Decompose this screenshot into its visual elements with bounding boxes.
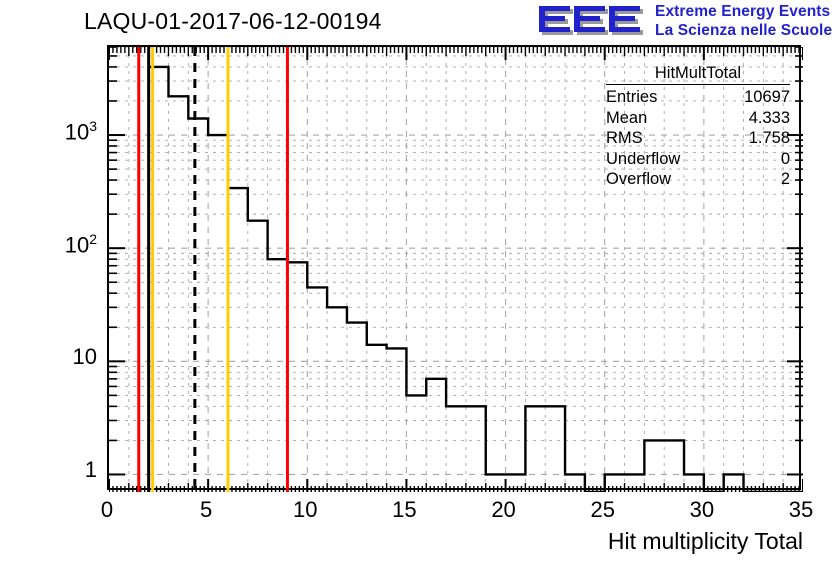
histogram-canvas [109,47,803,492]
stats-row: Overflow 2 [600,169,796,190]
x-tick-label: 20 [491,497,516,522]
x-tick-label: 30 [689,497,715,522]
stats-row-value: 4.333 [748,108,790,127]
stats-row: Entries 10697 [600,87,796,108]
eee-logo-line1: Extreme Energy Events [655,3,831,20]
eee-logo-text: Extreme Energy Events La Scienza nelle S… [655,2,832,40]
eee-logo: Extreme Energy Events La Scienza nelle S… [537,2,833,42]
page-title: LAQU-01-2017-06-12-00194 [84,8,382,34]
stats-row-key: Overflow [606,170,672,188]
stats-rows: Entries 10697 Mean 4.333 RMS 1.758 Underflow 0 O… [600,87,796,190]
y-tick-label: 10 [72,344,97,370]
y-tick-label: 1 [84,457,97,483]
stats-row-value: 0 [780,149,790,168]
stats-box-title: HitMultTotal [606,64,790,85]
stats-row-value: 1.758 [748,129,790,147]
marker-lines [137,47,289,492]
x-tick-label: 25 [590,497,615,522]
stats-box: HitMultTotal Entries 10697 Mean 4.333 RMS 1.7… [600,64,796,190]
stats-row: Mean 4.333 [600,108,796,129]
stats-row: Underflow 0 [600,149,796,170]
x-tick-label: 0 [100,497,114,522]
stats-row-value: 2 [780,170,790,188]
y-tick-label: 102 [64,231,97,258]
eee-logo-line2: La Scienza nelle Scuole [655,22,833,39]
histogram-svg [109,47,803,492]
stats-row-value: 10697 [744,88,790,106]
x-axis-title: Hit multiplicity Total [607,528,803,554]
x-tick-label: 10 [293,497,318,522]
stats-row: RMS 1.758 [600,128,796,149]
eee-logo-mark [539,6,643,35]
x-tick-label: 5 [200,497,213,522]
y-tick-label: 103 [64,118,97,145]
x-tick-label: 35 [788,497,814,522]
histogram-outline [147,65,803,492]
axis-ticks [109,47,803,492]
x-tick-label: 15 [392,497,417,522]
stats-row-key: Underflow [606,149,681,168]
histogram-plot [107,45,803,492]
stats-row-key: Mean [606,108,648,127]
stats-row-key: RMS [606,129,643,147]
stats-row-key: Entries [606,88,658,106]
